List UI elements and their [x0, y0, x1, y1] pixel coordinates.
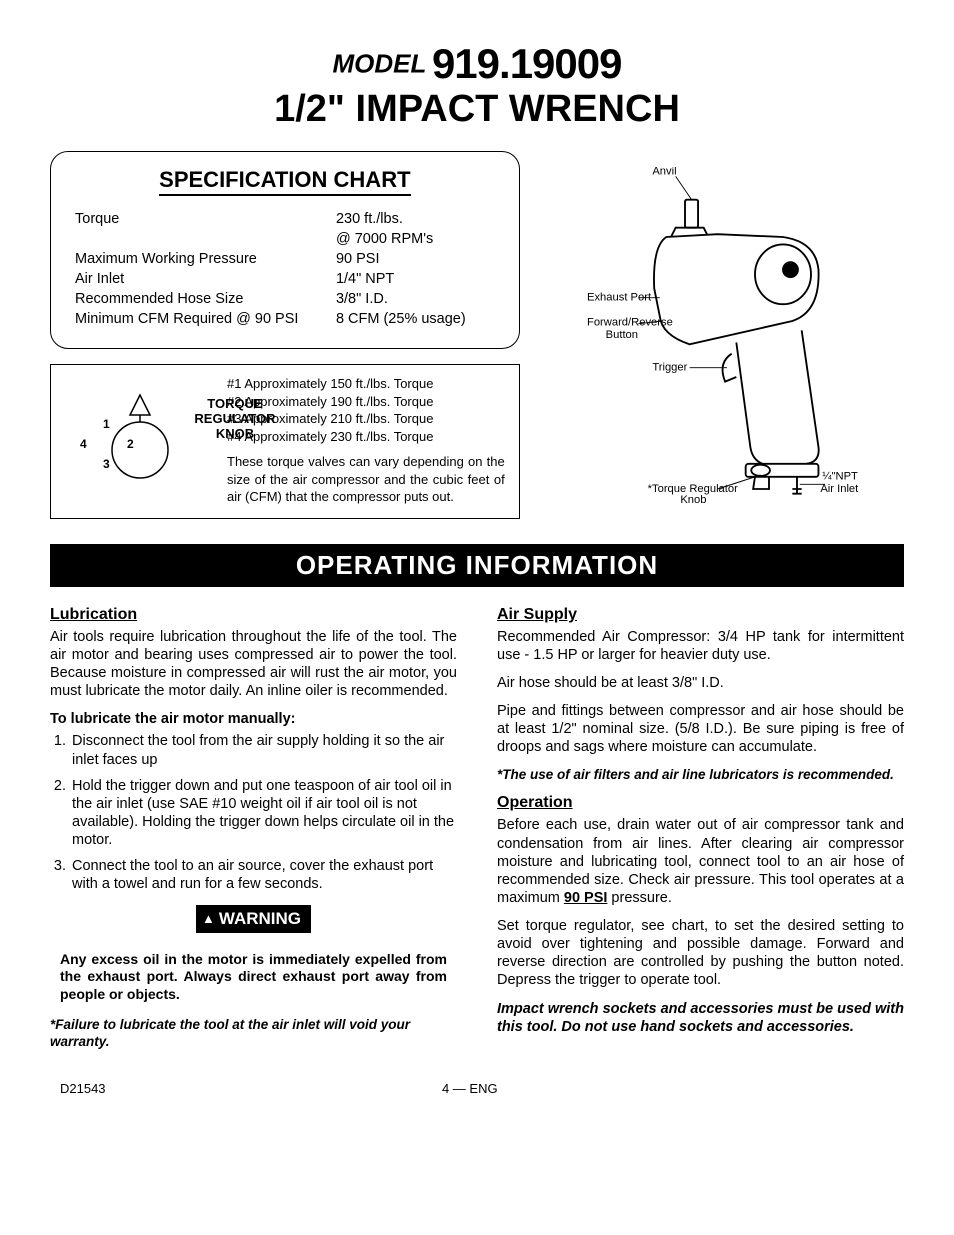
right-body-column: Air Supply Recommended Air Compressor: 3…: [497, 605, 904, 1051]
lubrication-sub-heading: To lubricate the air motor manually:: [50, 710, 457, 728]
lubrication-steps: Disconnect the tool from the air supply …: [50, 732, 457, 893]
operation-heading: Operation: [497, 793, 904, 813]
svg-text:¼"NPT: ¼"NPT: [822, 471, 858, 483]
list-item: Connect the tool to an air source, cover…: [70, 857, 457, 893]
model-label: MODEL: [333, 49, 427, 79]
table-row: Air Inlet1/4" NPT: [75, 270, 495, 288]
left-body-column: Lubrication Air tools require lubricatio…: [50, 605, 457, 1051]
spec-chart-title: SPECIFICATION CHART: [159, 167, 410, 196]
table-row: @ 7000 RPM's: [75, 230, 495, 248]
operation-p1: Before each use, drain water out of air …: [497, 816, 904, 907]
label-trigger: Trigger: [652, 361, 687, 373]
list-item: Hold the trigger down and put one teaspo…: [70, 777, 457, 850]
spec-table: Torque230 ft./lbs. @ 7000 RPM's Maximum …: [73, 208, 497, 330]
torque-knob-label: TORQUE REGULATOR KNOB: [190, 397, 280, 442]
page-footer: D21543 4 — ENG: [50, 1081, 904, 1096]
list-item: Disconnect the tool from the air supply …: [70, 732, 457, 768]
lubrication-heading: Lubrication: [50, 605, 457, 625]
table-row: Recommended Hose Size3/8" I.D.: [75, 290, 495, 308]
title-block: MODEL 919.19009 1/2" IMPACT WRENCH: [50, 40, 904, 131]
product-name: 1/2" IMPACT WRENCH: [50, 88, 904, 131]
lubrication-footnote: *Failure to lubricate the tool at the ai…: [50, 1017, 457, 1051]
torque-regulator-box: 1 2 3 4 TORQUE REGULATOR KNOB #1 Approxi…: [50, 364, 520, 519]
svg-text:Knob: Knob: [680, 494, 706, 503]
air-supply-note: *The use of air filters and air line lub…: [497, 767, 904, 784]
warning-text: Any excess oil in the motor is immediate…: [50, 951, 457, 1004]
table-row: Minimum CFM Required @ 90 PSI8 CFM (25% …: [75, 310, 495, 328]
table-row: Torque230 ft./lbs.: [75, 210, 495, 228]
specification-chart: SPECIFICATION CHART Torque230 ft./lbs. @…: [50, 151, 520, 349]
table-row: Maximum Working Pressure90 PSI: [75, 250, 495, 268]
operation-note: Impact wrench sockets and accessories mu…: [497, 1000, 904, 1036]
torque-knob-diagram: 1 2 3 4 TORQUE REGULATOR KNOB: [65, 375, 215, 506]
page-number: 4 — ENG: [442, 1081, 498, 1096]
lubrication-intro: Air tools require lubrication throughout…: [50, 628, 457, 701]
doc-id: D21543: [60, 1081, 106, 1096]
svg-text:Air Inlet: Air Inlet: [820, 483, 859, 495]
label-anvil: Anvil: [652, 167, 676, 177]
label-fwd-rev-1: Forward/Reverse: [587, 317, 673, 329]
operating-info-banner: OPERATING INFORMATION: [50, 544, 904, 587]
air-supply-heading: Air Supply: [497, 605, 904, 625]
svg-text:*Torque Regulator: *Torque Regulator: [648, 483, 738, 495]
label-fwd-rev-2: Button: [606, 329, 638, 341]
warning-badge: WARNING: [196, 905, 311, 932]
label-exhaust-port: Exhaust Port: [587, 291, 652, 303]
tool-diagram: Anvil Exhaust Port Forward/Reverse Butto…: [587, 167, 867, 503]
model-number: 919.19009: [432, 40, 622, 87]
